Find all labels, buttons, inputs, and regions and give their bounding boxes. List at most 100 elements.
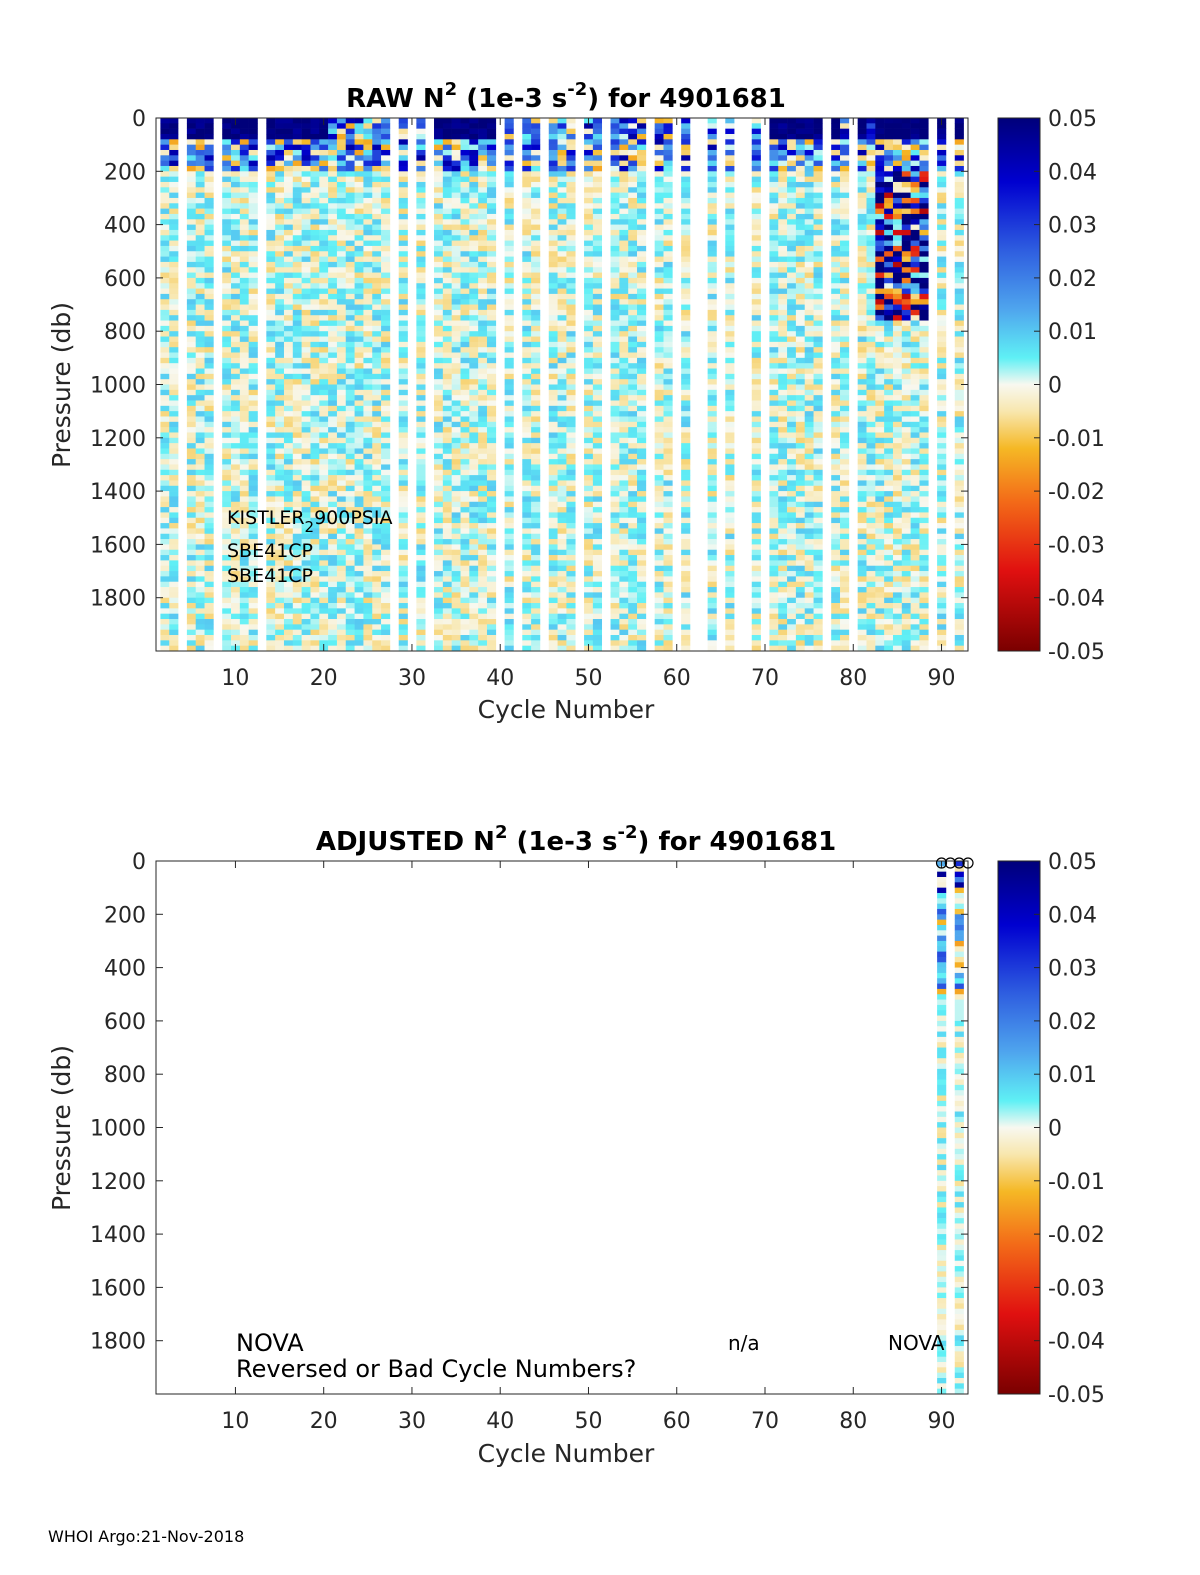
raw-cell <box>160 427 170 433</box>
raw-cell <box>345 373 355 380</box>
raw-cell <box>522 416 532 423</box>
raw-cell <box>557 517 567 524</box>
raw-cell <box>707 197 717 204</box>
raw-cell <box>301 549 311 556</box>
raw-cell <box>301 251 311 257</box>
raw-cell <box>160 272 170 279</box>
raw-cell <box>707 485 717 492</box>
raw-cell <box>610 613 620 620</box>
raw-cell <box>681 299 691 305</box>
raw-cell <box>751 352 761 359</box>
raw-cell <box>328 192 338 199</box>
raw-cell <box>557 171 567 177</box>
raw-cell <box>310 139 320 145</box>
raw-cell <box>292 571 302 577</box>
raw-cell <box>160 576 170 583</box>
raw-cell <box>531 491 541 497</box>
raw-cell <box>592 501 603 508</box>
raw-cell <box>707 176 717 183</box>
raw-cell <box>160 368 170 375</box>
raw-cell <box>283 608 294 614</box>
raw-cell <box>469 453 479 460</box>
raw-cell <box>416 299 426 305</box>
raw-cell <box>548 597 558 604</box>
raw-cell <box>557 608 567 614</box>
raw-cell <box>319 203 329 209</box>
raw-cell <box>354 331 364 337</box>
raw-cell <box>434 187 444 193</box>
raw-cell <box>548 272 558 279</box>
raw-cell <box>328 181 338 188</box>
raw-cell <box>345 235 355 241</box>
raw-cell <box>160 432 170 439</box>
raw-cell <box>663 267 673 273</box>
raw-cell <box>283 379 294 385</box>
raw-cell <box>283 432 294 439</box>
raw-cell <box>416 235 426 241</box>
raw-cell <box>283 384 294 391</box>
raw-cell <box>301 395 311 401</box>
raw-cell <box>292 603 302 609</box>
raw-cell <box>266 128 276 135</box>
raw-cell <box>584 341 594 348</box>
raw-cell <box>169 384 179 391</box>
raw-cell <box>275 624 285 630</box>
raw-cell <box>592 581 603 588</box>
raw-cell <box>548 320 558 327</box>
raw-cell <box>398 363 408 369</box>
raw-cell <box>248 528 258 535</box>
raw-cell <box>628 187 638 193</box>
raw-cell <box>204 118 214 124</box>
raw-cell <box>301 133 311 140</box>
raw-cell <box>222 619 232 625</box>
raw-cell <box>398 427 408 433</box>
raw-cell <box>381 581 391 588</box>
raw-cell <box>354 613 364 620</box>
raw-cell <box>548 283 558 289</box>
raw-cell <box>610 229 620 236</box>
raw-cell <box>725 261 735 268</box>
raw-cell <box>566 597 576 604</box>
raw-cell <box>372 539 382 545</box>
raw-cell <box>363 533 373 540</box>
raw-cell <box>169 213 179 220</box>
raw-cell <box>301 629 311 636</box>
raw-cell <box>610 368 620 375</box>
raw-profile-column <box>725 118 735 652</box>
raw-cell <box>619 411 629 417</box>
raw-cell <box>319 261 329 268</box>
raw-cell <box>248 187 258 193</box>
raw-cell <box>637 123 647 129</box>
raw-cell <box>628 619 638 625</box>
raw-cell <box>239 187 249 193</box>
raw-cell <box>566 299 576 305</box>
raw-cell <box>619 496 629 503</box>
raw-cell <box>345 533 355 540</box>
raw-cell <box>434 459 444 465</box>
raw-cell <box>486 203 497 209</box>
raw-cell <box>566 581 576 588</box>
raw-cell <box>266 496 276 503</box>
raw-cell <box>707 240 717 247</box>
raw-cell <box>566 373 576 380</box>
raw-cell <box>504 309 514 316</box>
raw-cell <box>345 293 355 300</box>
raw-cell <box>292 555 302 561</box>
raw-cell <box>160 464 170 471</box>
raw-cell <box>610 565 620 572</box>
raw-cell <box>522 251 532 257</box>
raw-cell <box>310 336 320 343</box>
raw-cell <box>160 347 170 353</box>
raw-cell <box>486 395 497 401</box>
raw-cell <box>460 576 470 583</box>
raw-cell <box>195 267 205 273</box>
raw-cell <box>663 187 673 193</box>
raw-cell <box>566 592 576 598</box>
raw-cell <box>610 155 620 161</box>
raw-cell <box>239 400 249 407</box>
raw-cell <box>566 171 576 177</box>
raw-cell <box>592 208 603 215</box>
raw-cell <box>486 592 497 598</box>
raw-cell <box>548 405 558 412</box>
raw-cell <box>292 368 302 375</box>
